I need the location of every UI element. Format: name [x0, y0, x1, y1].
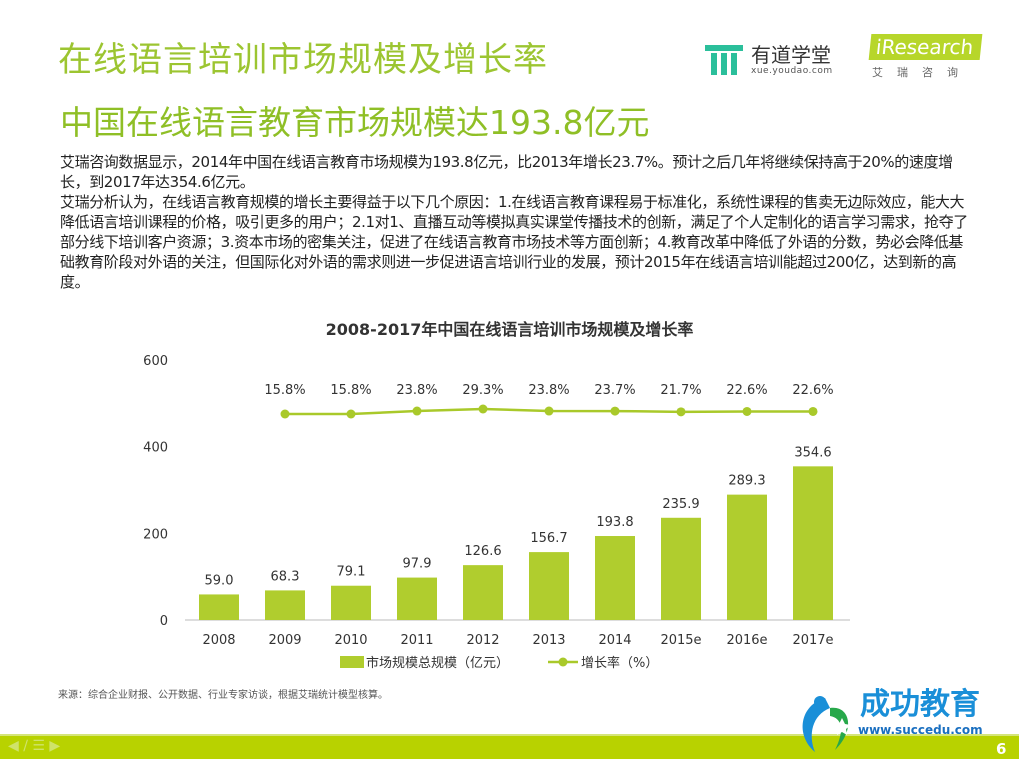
succedu-logo-icon [802, 696, 851, 752]
growth-point [676, 407, 686, 417]
source-note: 来源：综合企业财报、公开数据、行业专家访谈，根据艾瑞统计模型核算。 [58, 690, 388, 701]
growth-label: 15.8% [330, 383, 371, 398]
bar [529, 552, 569, 620]
x-tick-label: 2017e [792, 633, 833, 648]
brand-url: www.succedu.com [858, 723, 983, 737]
growth-label: 21.7% [660, 383, 701, 398]
x-tick-label: 2010 [334, 633, 367, 648]
bar-value-label: 59.0 [205, 573, 234, 588]
footer-bar [0, 736, 1019, 759]
growth-point [412, 406, 422, 416]
growth-label: 15.8% [264, 383, 305, 398]
back-icon[interactable]: ◀ [8, 738, 19, 754]
page-number: 6 [996, 740, 1007, 758]
menu-icon[interactable]: ☰ [32, 738, 45, 754]
x-tick-label: 2013 [532, 633, 565, 648]
growth-point [610, 406, 620, 416]
growth-point [346, 409, 356, 419]
bar [331, 585, 371, 620]
footer-strip [0, 734, 1019, 736]
youdao-url: xue.youdao.com [751, 66, 833, 76]
x-tick-label: 2012 [466, 633, 499, 648]
growth-point [808, 406, 818, 416]
legend-line-label: 增长率（%） [581, 655, 658, 671]
bar [397, 577, 437, 620]
legend-line-marker [558, 657, 568, 667]
bar-value-label: 289.3 [728, 474, 765, 489]
y-tick-label: 600 [143, 354, 168, 369]
bar-value-label: 79.1 [337, 565, 366, 580]
growth-label: 22.6% [726, 383, 767, 398]
page-title: 在线语言培训市场规模及增长率 [58, 40, 548, 80]
growth-label: 29.3% [462, 383, 503, 398]
x-tick-label: 2009 [268, 633, 301, 648]
pillar-icon [705, 45, 743, 75]
growth-label: 23.7% [594, 383, 635, 398]
iresearch-cn: 艾瑞咨询 [872, 66, 972, 79]
growth-point [742, 406, 752, 416]
legend-bar-swatch [340, 656, 364, 668]
x-tick-label: 2016e [726, 633, 767, 648]
y-tick-label: 200 [143, 527, 168, 542]
x-tick-label: 2015e [660, 633, 701, 648]
bar [463, 565, 503, 620]
bar-value-label: 235.9 [662, 497, 699, 512]
bar [199, 594, 239, 620]
forward-icon[interactable]: ▶ [49, 738, 61, 754]
nav-controls[interactable]: ◀ ∕ ☰ ▶ [8, 738, 60, 754]
bar-value-label: 193.8 [596, 515, 633, 530]
bar-value-label: 156.7 [530, 531, 567, 546]
x-tick-label: 2008 [202, 633, 235, 648]
body-text: 艾瑞咨询数据显示，2014年中国在线语言教育市场规模为193.8亿元，比2013… [60, 152, 970, 292]
growth-label: 22.6% [792, 383, 833, 398]
youdao-logo: 有道学堂 xue.youdao.com [705, 44, 833, 76]
bar [595, 536, 635, 620]
iresearch-logo: iResearch 艾瑞咨询 [868, 34, 983, 80]
bar [727, 494, 767, 620]
legend-bar-label: 市场规模总规模（亿元） [366, 655, 509, 671]
youdao-name: 有道学堂 [751, 43, 831, 67]
pen-icon[interactable]: ∕ [23, 738, 28, 754]
growth-point [478, 404, 488, 414]
bar [265, 590, 305, 620]
page-subtitle: 中国在线语言教育市场规模达193.8亿元 [60, 103, 650, 142]
bar-value-label: 354.6 [794, 445, 831, 460]
growth-label: 23.8% [396, 383, 437, 398]
bar-value-label: 126.6 [464, 544, 501, 559]
bar [661, 517, 701, 620]
growth-label: 23.8% [528, 383, 569, 398]
growth-point [544, 406, 554, 416]
x-tick-label: 2014 [598, 633, 631, 648]
bar [793, 466, 833, 620]
paragraph: 艾瑞分析认为，在线语言教育规模的增长主要得益于以下几个原因：1.在线语言教育课程… [60, 193, 968, 291]
x-tick-label: 2011 [400, 633, 433, 648]
brand-name: 成功教育 [860, 687, 980, 722]
chart-title: 2008-2017年中国在线语言培训市场规模及增长率 [325, 320, 694, 339]
y-tick-label: 0 [160, 614, 168, 629]
y-tick-label: 400 [143, 441, 168, 456]
bar-value-label: 68.3 [271, 569, 300, 584]
growth-point [280, 409, 290, 419]
bar-value-label: 97.9 [403, 557, 432, 572]
paragraph: 艾瑞咨询数据显示，2014年中国在线语言教育市场规模为193.8亿元，比2013… [60, 153, 953, 191]
